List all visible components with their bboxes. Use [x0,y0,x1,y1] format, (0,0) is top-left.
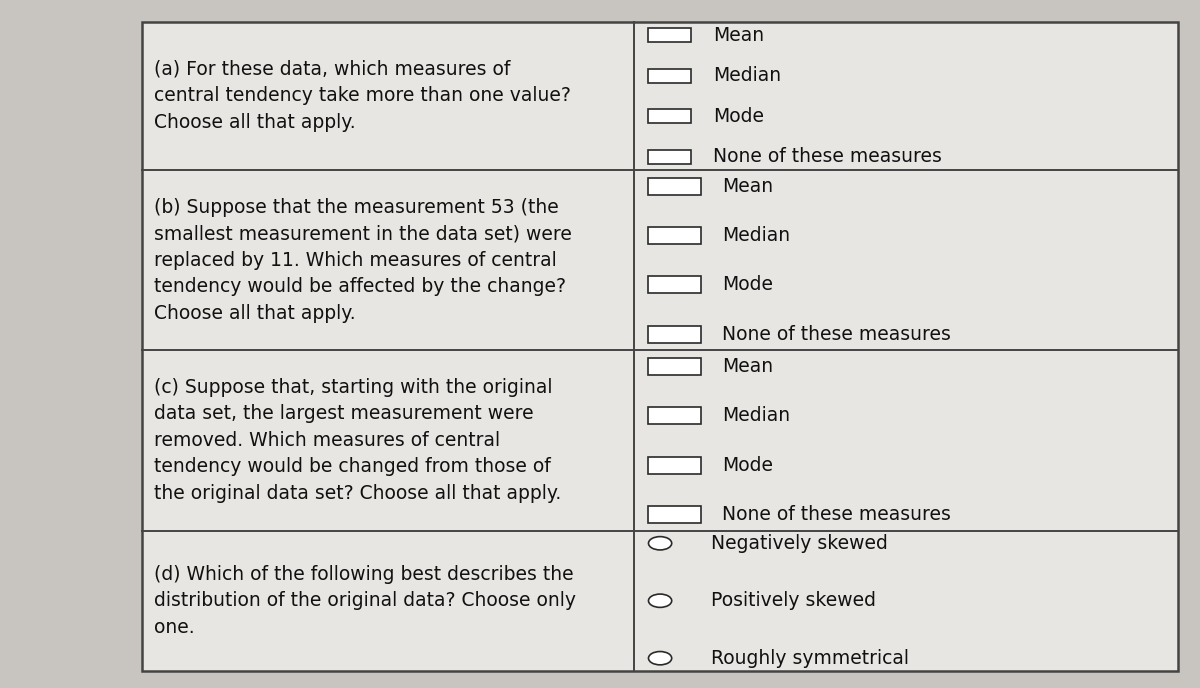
Text: Mean: Mean [722,357,773,376]
Text: (b) Suppose that the measurement 53 (the
smallest measurement in the data set) w: (b) Suppose that the measurement 53 (the… [154,197,571,323]
Text: (c) Suppose that, starting with the original
data set, the largest measurement w: (c) Suppose that, starting with the orig… [154,378,560,503]
Text: Mode: Mode [722,455,773,475]
Bar [648,149,691,164]
Circle shape [648,652,672,665]
Circle shape [648,537,672,550]
Circle shape [648,594,672,608]
Text: Median: Median [713,66,781,85]
Text: Mode: Mode [713,107,764,126]
Text: Negatively skewed: Negatively skewed [710,534,888,552]
Text: None of these measures: None of these measures [713,147,942,166]
Text: (d) Which of the following best describes the
distribution of the original data?: (d) Which of the following best describe… [154,565,576,636]
Bar [648,109,691,123]
Text: None of these measures: None of these measures [722,505,952,524]
Bar [142,22,1178,671]
Bar [648,28,691,43]
Text: Median: Median [722,226,791,245]
Text: Mode: Mode [722,275,773,294]
Bar [648,358,701,375]
Bar [648,178,701,195]
Text: Positively skewed: Positively skewed [710,591,876,610]
Bar [648,407,701,424]
Bar [648,276,701,293]
Bar [648,227,701,244]
Text: Median: Median [722,407,791,425]
Text: Mean: Mean [722,177,773,195]
Bar [648,325,701,343]
Bar [648,457,701,474]
Text: None of these measures: None of these measures [722,325,952,343]
Text: Roughly symmetrical: Roughly symmetrical [710,649,908,667]
Bar [648,506,701,523]
Text: (a) For these data, which measures of
central tendency take more than one value?: (a) For these data, which measures of ce… [154,60,570,132]
Text: Mean: Mean [713,26,764,45]
Bar [648,69,691,83]
